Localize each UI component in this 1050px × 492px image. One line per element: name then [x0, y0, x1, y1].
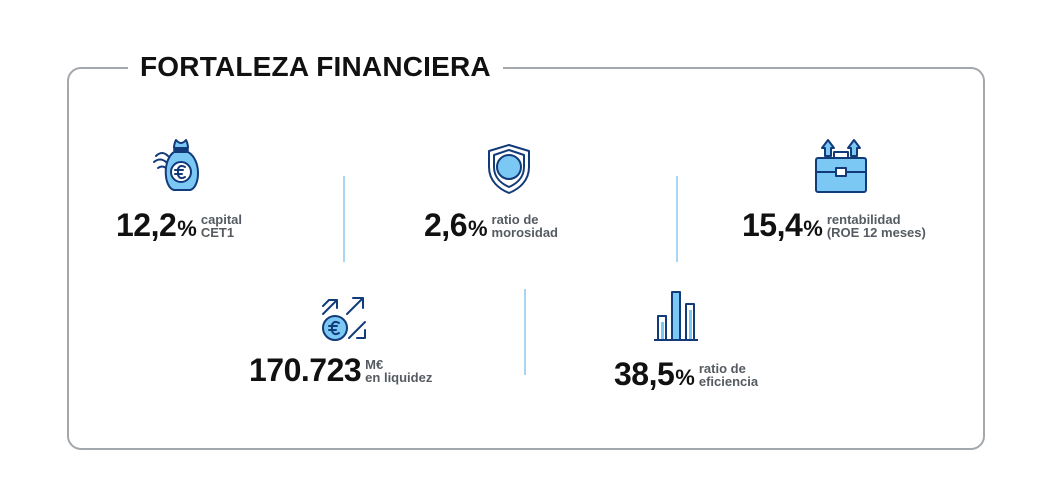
metric-label: ratio de morosidad	[492, 213, 558, 241]
metric-label-line1: M€	[365, 357, 384, 372]
divider-1	[343, 176, 345, 262]
metric-value: 15,4	[742, 207, 803, 243]
metric-unit: %	[675, 365, 695, 390]
metric-label: rentabilidad (ROE 12 meses)	[827, 213, 926, 241]
metric-unit: %	[177, 216, 197, 241]
metric-value: 12,2	[116, 207, 177, 243]
divider-3	[524, 289, 526, 375]
metric-label-line2: CET1	[200, 225, 235, 240]
euro-coin-arrows-icon	[319, 294, 371, 344]
metric-liquidez: 170.723 M€ en liquidez	[249, 354, 432, 386]
metric-label-line2: morosidad	[491, 225, 559, 240]
briefcase-arrows-icon	[812, 136, 870, 196]
metric-value: 2,6	[424, 207, 467, 243]
metric-label-line1: ratio de	[698, 361, 746, 376]
metric-label: ratio de eficiencia	[699, 362, 758, 390]
metric-label-line2: en liquidez	[365, 370, 433, 385]
metric-label-line2: (ROE 12 meses)	[826, 225, 926, 240]
content-frame	[67, 67, 985, 450]
metric-label: capital CET1	[201, 213, 242, 241]
metric-value: 38,5	[614, 356, 675, 392]
metric-label-line1: capital	[200, 212, 243, 227]
metric-roe: 15,4 % rentabilidad (ROE 12 meses)	[742, 209, 926, 241]
metric-label-line2: eficiencia	[698, 374, 759, 389]
shield-icon	[485, 143, 533, 195]
metric-label-line1: ratio de	[491, 212, 539, 227]
metric-label: M€ en liquidez	[365, 358, 432, 386]
metric-unit: %	[467, 216, 488, 241]
money-bag-euro-icon	[150, 136, 212, 194]
bar-chart-icon	[652, 288, 700, 344]
metric-morosidad: 2,6 % ratio de morosidad	[424, 209, 558, 241]
metric-unit: %	[803, 216, 823, 241]
metric-label-line1: rentabilidad	[826, 212, 901, 227]
page-title: FORTALEZA FINANCIERA	[128, 46, 503, 88]
metric-cet1: 12,2 % capital CET1	[116, 209, 242, 241]
metric-eficiencia: 38,5 % ratio de eficiencia	[614, 358, 758, 390]
metric-value: 170.723	[249, 352, 362, 388]
divider-2	[676, 176, 678, 262]
